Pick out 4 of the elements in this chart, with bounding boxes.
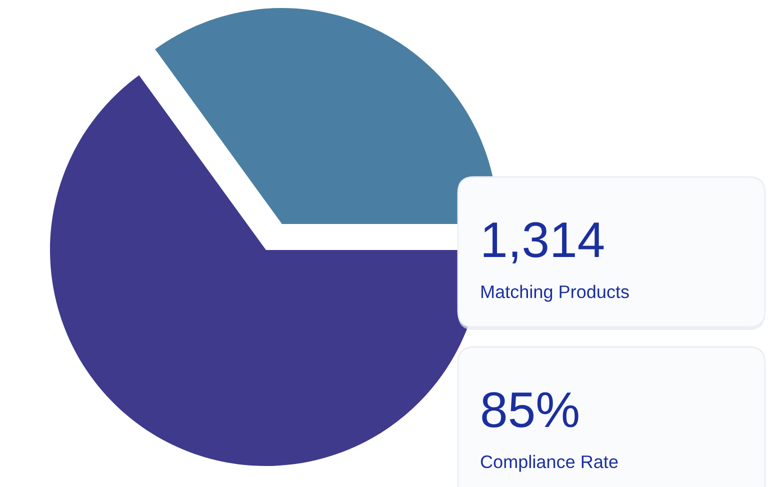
- text: 85%: [482, 392, 578, 428]
- text: 1,314: [484, 222, 604, 264]
- text: Compliance Rate: [480, 454, 618, 472]
- text: Matching Products: [481, 284, 629, 302]
